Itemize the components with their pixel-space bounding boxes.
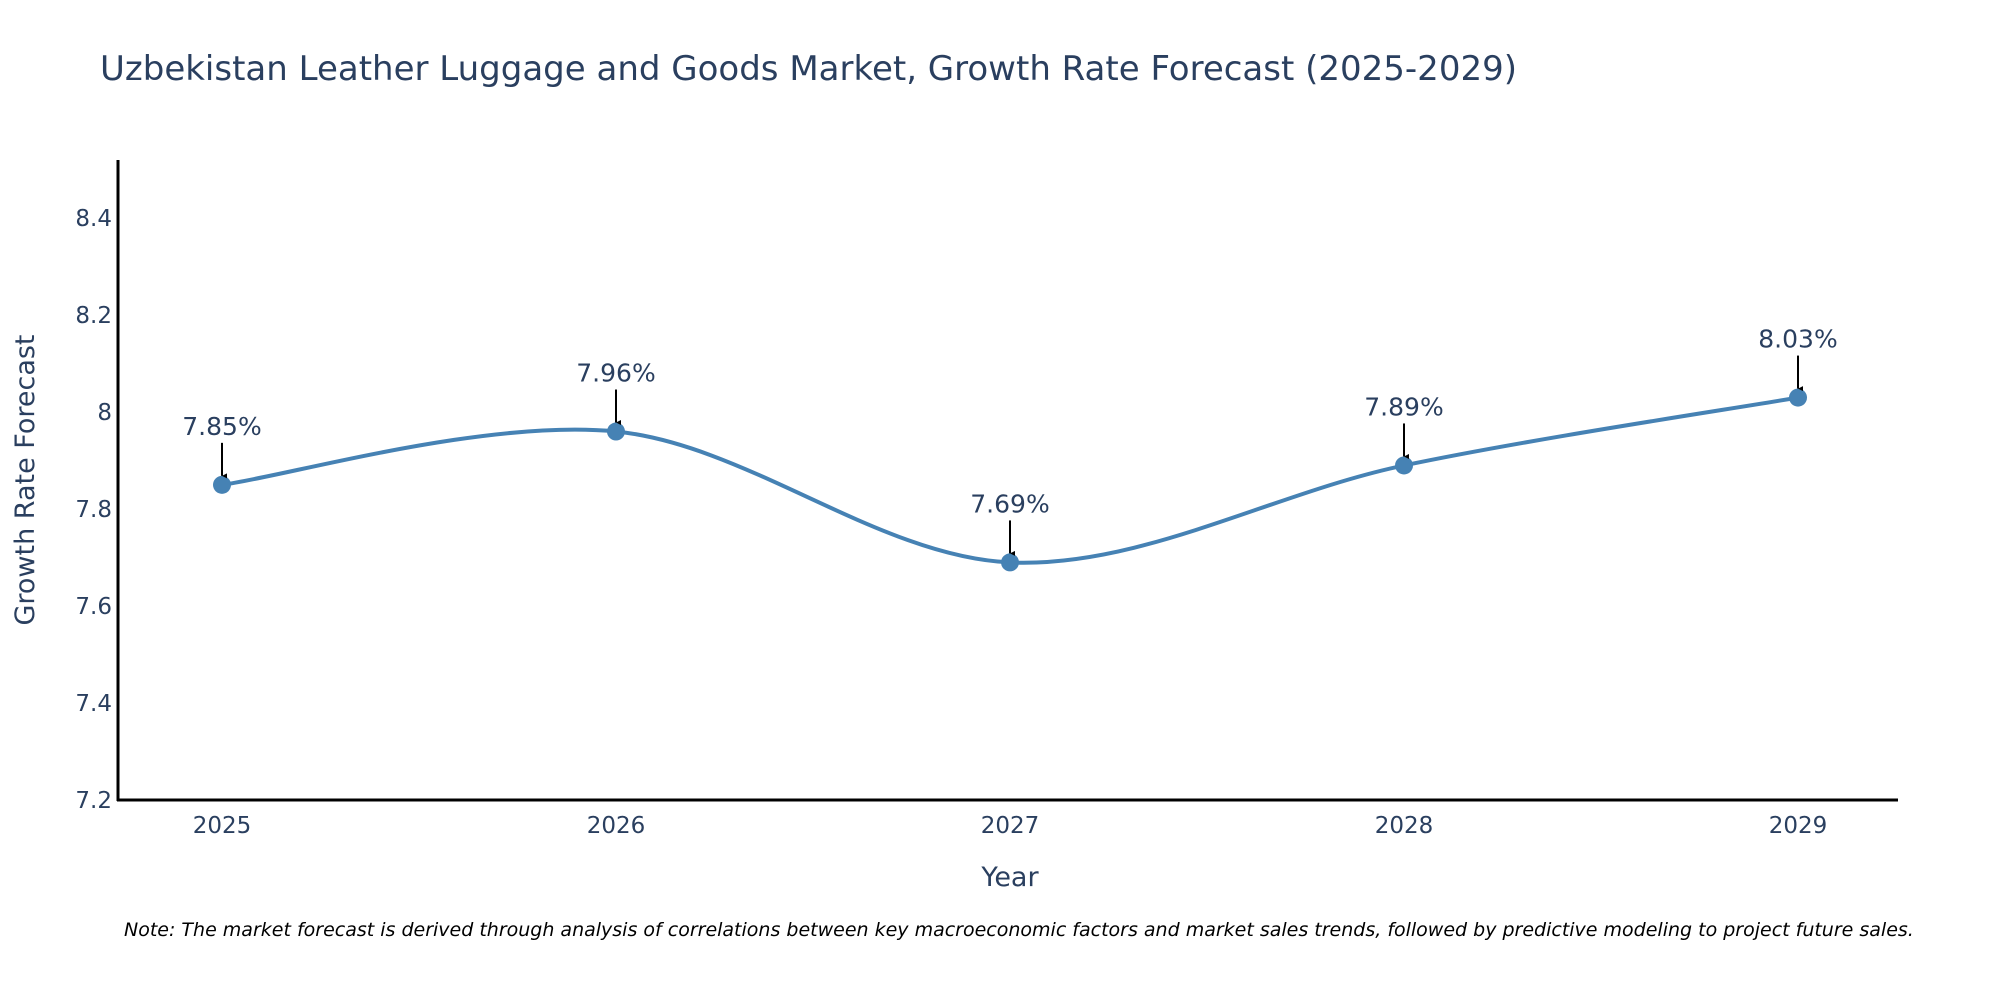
- chart-title: Uzbekistan Leather Luggage and Goods Mar…: [100, 49, 1517, 89]
- y-tick-label: 8.4: [75, 206, 112, 232]
- footnote: Note: The market forecast is derived thr…: [124, 919, 1914, 941]
- y-tick-label: 8.2: [75, 303, 112, 329]
- y-axis-ticks: 7.2 7.4 7.6 7.8 8 8.2 8.4: [75, 206, 112, 814]
- x-tick-label: 2028: [1375, 813, 1434, 839]
- data-label: 7.85%: [182, 412, 261, 441]
- x-axis-ticks: 2025 2026 2027 2028 2029: [193, 813, 1828, 839]
- y-tick-label: 7.4: [75, 691, 112, 717]
- data-point: [1789, 388, 1807, 407]
- y-tick-label: 7.8: [75, 497, 112, 523]
- y-axis-title: Growth Rate Forecast: [10, 334, 41, 625]
- x-tick-label: 2026: [587, 813, 646, 839]
- x-tick-label: 2029: [1769, 813, 1828, 839]
- data-label: 7.96%: [576, 359, 655, 388]
- x-tick-label: 2025: [193, 813, 252, 839]
- data-label: 7.69%: [970, 489, 1049, 518]
- data-point: [607, 422, 625, 441]
- data-point: [213, 475, 231, 494]
- y-tick-label: 7.6: [75, 594, 112, 620]
- y-tick-label: 8: [97, 400, 112, 426]
- data-point: [1001, 553, 1019, 572]
- y-tick-label: 7.2: [75, 788, 112, 814]
- x-tick-label: 2027: [981, 813, 1040, 839]
- x-axis-title: Year: [980, 862, 1039, 893]
- data-label: 7.89%: [1364, 392, 1443, 421]
- data-markers: [213, 388, 1807, 572]
- data-annotations: 7.85% 7.96% 7.69% 7.89% 8.03%: [182, 325, 1838, 556]
- data-label: 8.03%: [1758, 325, 1837, 354]
- data-point: [1395, 456, 1413, 475]
